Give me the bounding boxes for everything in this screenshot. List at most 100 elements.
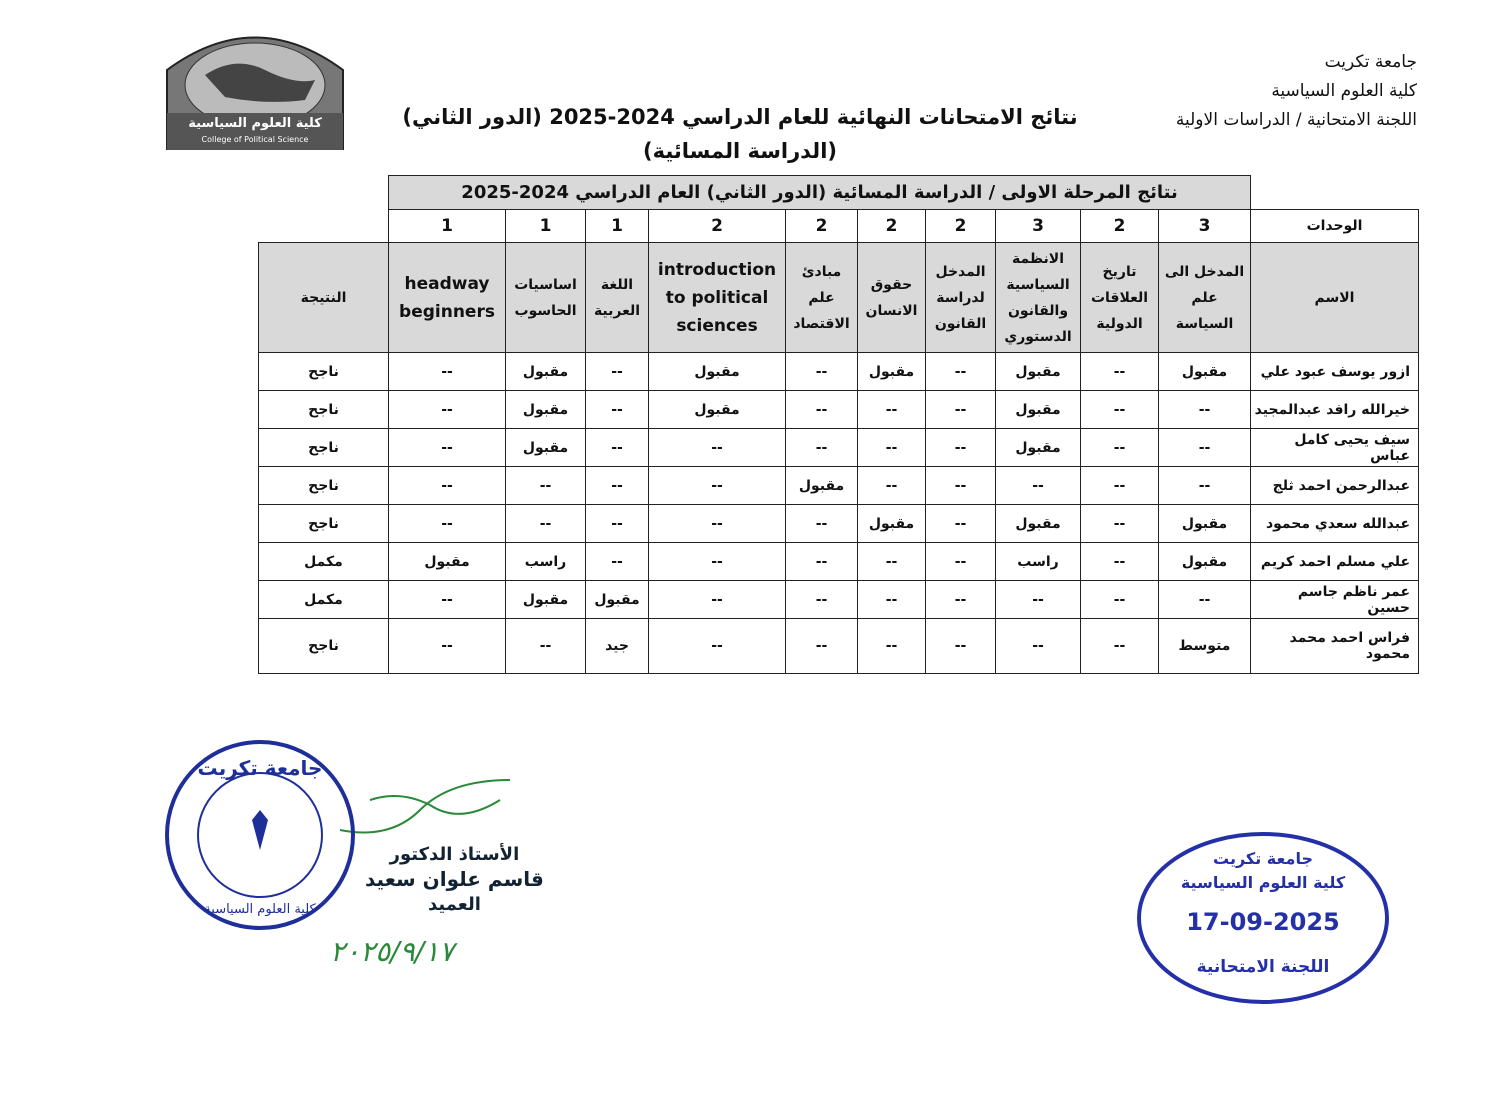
- grade: راسب: [995, 542, 1082, 581]
- grade: --: [857, 390, 927, 429]
- stamp-right: جامعة تكريت كلية العلوم السياسية 17-09-2…: [1137, 832, 1389, 1004]
- grade: --: [585, 390, 650, 429]
- grade: --: [1080, 504, 1160, 543]
- signature: الأستاذ الدكتور قاسم علوان سعيد العميد: [365, 842, 544, 917]
- result: ناجح: [258, 618, 389, 674]
- grade: --: [785, 428, 859, 467]
- table-row: علي مسلم احمد كريم مقبول -- راسب -- -- -- -- -- ر…: [258, 542, 1420, 581]
- college: كلية العلوم السياسية: [1271, 81, 1417, 101]
- grade: مقبول: [505, 390, 587, 429]
- grade: --: [585, 428, 650, 467]
- grade: --: [505, 466, 587, 505]
- grade: --: [925, 580, 997, 619]
- grade: مقبول: [505, 580, 587, 619]
- subject-header: تاريخ العلاقات الدولية: [1080, 242, 1160, 353]
- grade: --: [785, 504, 859, 543]
- grade: --: [1080, 542, 1160, 581]
- stamp-left-university: جامعة تكريت: [198, 756, 323, 780]
- unit-count: 2: [648, 209, 787, 243]
- result: ناجح: [258, 428, 389, 467]
- unit-count: 2: [857, 209, 927, 243]
- name-header: الاسم: [1250, 242, 1420, 353]
- grade: --: [585, 542, 650, 581]
- grade: --: [648, 504, 787, 543]
- signature-position: العميد: [427, 894, 481, 915]
- grade: --: [387, 352, 507, 391]
- grade: --: [925, 504, 997, 543]
- signature-scribble: [339, 779, 511, 834]
- student-name: ازور يوسف عبود علي: [1250, 352, 1420, 391]
- grade: --: [387, 504, 507, 543]
- table-row: خيرالله رافد عبدالمجيد -- -- مقبول -- -- -- مقب…: [258, 390, 1420, 429]
- grade: --: [995, 466, 1082, 505]
- student-name: خيرالله رافد عبدالمجيد: [1250, 390, 1420, 429]
- result: ناجح: [258, 390, 389, 429]
- grade: مقبول: [648, 352, 787, 391]
- subject-header: حقوق الانسان: [857, 242, 927, 353]
- grade: --: [1080, 580, 1160, 619]
- student-name: سيف يحيى كامل عباس: [1250, 428, 1420, 467]
- grade: --: [857, 542, 927, 581]
- unit-count: 2: [785, 209, 859, 243]
- grade: --: [387, 428, 507, 467]
- committee: اللجنة الامتحانية / الدراسات الاولية: [1175, 110, 1417, 130]
- stamp-right-date: 17-09-2025: [1186, 908, 1340, 936]
- empty-cell: [259, 210, 389, 243]
- table-row: عبدالرحمن احمد ثلج -- -- -- -- -- مقبول -- -- -- -…: [258, 466, 1420, 505]
- grade: --: [925, 390, 997, 429]
- result: مكمل: [258, 580, 389, 619]
- logo-english: College of Political Science: [202, 135, 309, 144]
- grade: متوسط: [1158, 618, 1252, 674]
- result: ناجح: [258, 466, 389, 505]
- table-caption: نتائج المرحلة الاولى / الدراسة المسائية …: [387, 175, 1252, 210]
- grade: مقبول: [505, 352, 587, 391]
- grade: --: [1080, 466, 1160, 505]
- grade: --: [785, 542, 859, 581]
- grade: --: [648, 580, 787, 619]
- unit-count: 3: [1158, 209, 1252, 243]
- grade: --: [1158, 390, 1252, 429]
- stamp-left: جامعة تكريت كلية العلوم السياسية: [165, 740, 355, 930]
- grade: مقبول: [857, 352, 927, 391]
- grade: --: [505, 504, 587, 543]
- subject-header: الانظمة السياسية والقانون الدستوري: [995, 242, 1082, 353]
- grade: مقبول: [648, 390, 787, 429]
- grade: --: [648, 542, 787, 581]
- unit-count: 1: [505, 209, 587, 243]
- results-table: نتائج المرحلة الاولى / الدراسة المسائية …: [258, 175, 1420, 674]
- unit-count: 1: [387, 209, 507, 243]
- grade: --: [925, 428, 997, 467]
- logo-arabic: كلية العلوم السياسية: [188, 116, 322, 131]
- grade: مقبول: [785, 466, 859, 505]
- grade: --: [995, 580, 1082, 619]
- grade: --: [648, 428, 787, 467]
- grade: --: [995, 618, 1082, 674]
- student-name: علي مسلم احمد كريم: [1250, 542, 1420, 581]
- logo: كلية العلوم السياسية College of Politica…: [166, 36, 344, 150]
- grade: --: [387, 618, 507, 674]
- grade: مقبول: [1158, 504, 1252, 543]
- table-row: الوحدات 3 2 3 2 2 2 2 1 1 1: [259, 209, 1420, 243]
- subject-header: introduction to political sciences: [648, 242, 787, 353]
- grade: --: [857, 618, 927, 674]
- table-row: عبدالله سعدي محمود مقبول -- مقبول -- مقبول -- -…: [258, 504, 1420, 543]
- header: جامعة تكريت كلية العلوم السياسية اللجنة …: [1176, 48, 1417, 135]
- university: جامعة تكريت: [1324, 52, 1417, 72]
- result-header: النتيجة: [258, 242, 389, 353]
- unit-count: 2: [925, 209, 997, 243]
- subject-header: مبادئ علم الاقتصاد: [785, 242, 859, 353]
- grade: --: [925, 352, 997, 391]
- student-name: عبدالرحمن احمد ثلج: [1250, 466, 1420, 505]
- grade: --: [585, 504, 650, 543]
- subject-header: المدخل الى علم السياسة: [1158, 242, 1252, 353]
- student-name: عمر ناظم جاسم حسين: [1250, 580, 1420, 619]
- grade: مقبول: [505, 428, 587, 467]
- empty-cell: [259, 176, 389, 210]
- grade: --: [857, 580, 927, 619]
- grade: مقبول: [857, 504, 927, 543]
- grade: --: [648, 618, 787, 674]
- result: مكمل: [258, 542, 389, 581]
- grade: مقبول: [1158, 542, 1252, 581]
- units-label: الوحدات: [1250, 209, 1420, 243]
- grade: --: [505, 618, 587, 674]
